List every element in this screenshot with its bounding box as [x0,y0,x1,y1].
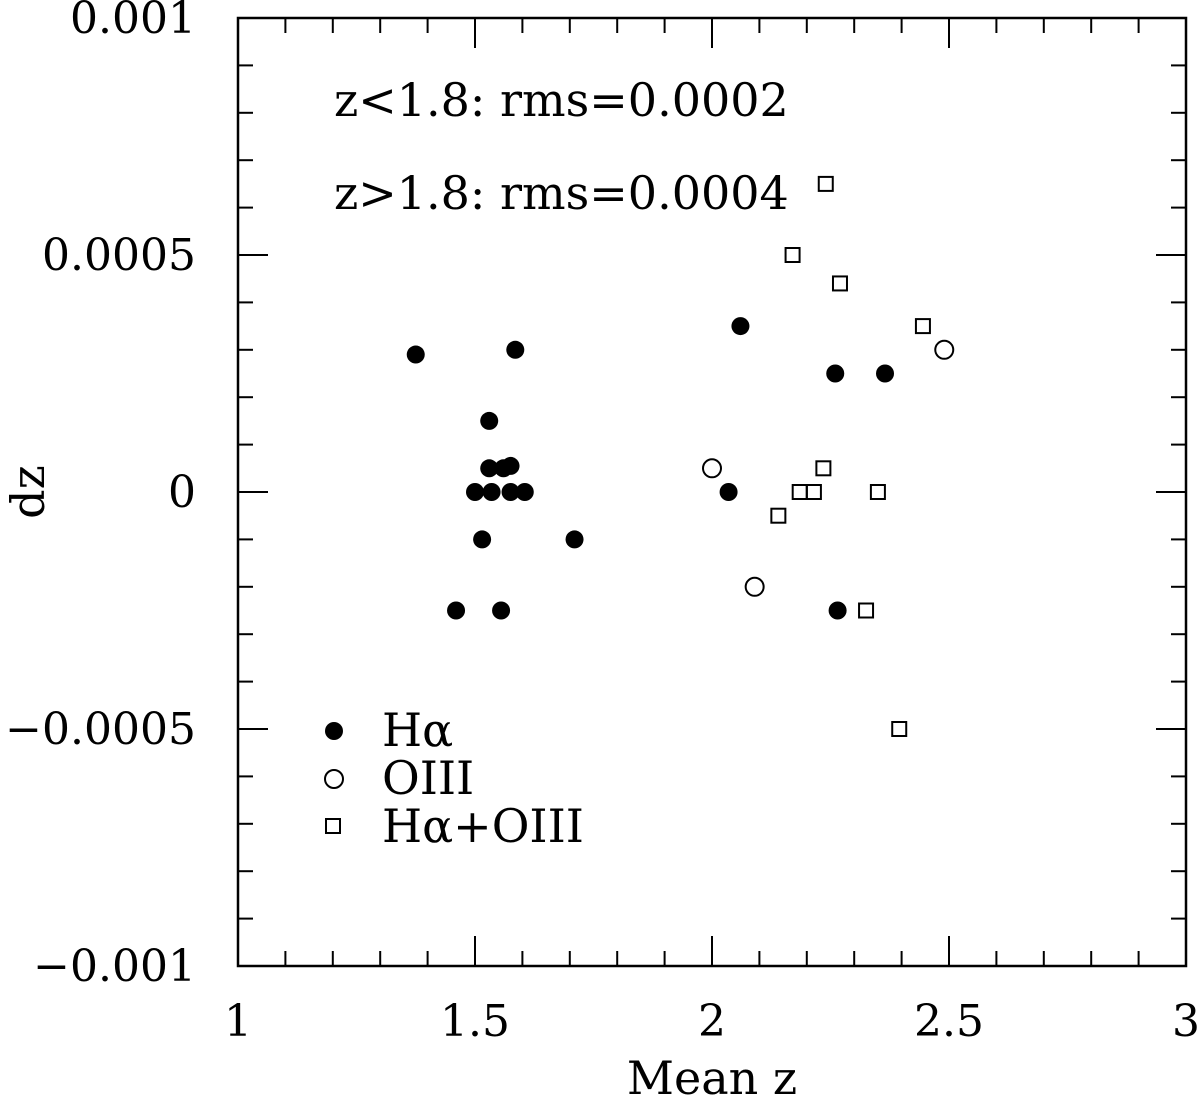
point-halpha [876,364,895,383]
point-halpha-oiii [858,602,875,619]
point-oiii [744,576,765,597]
legend-marker-halpha-oiii [325,818,341,834]
annotation-rms-low-z: z<1.8: rms=0.0002 [334,73,789,127]
point-halpha-oiii [815,460,832,477]
point-halpha-oiii [891,721,908,737]
point-halpha-oiii [831,275,848,292]
legend-marker-oiii [324,769,344,789]
point-halpha-oiii [817,175,834,192]
x-axis-title: Mean z [627,1051,797,1105]
legend: Hα OIII Hα+OIII [324,703,584,853]
y-tick-label: −0.001 [33,941,196,992]
point-oiii [934,339,955,360]
point-halpha [515,483,534,501]
legend-label-oiii: OIII [382,751,474,805]
legend-label-halpha-oiii: Hα+OIII [382,799,584,853]
point-halpha [480,459,499,478]
x-tick-label: 2 [698,996,726,1047]
y-axis-title: dz [1,465,55,519]
point-halpha [731,317,750,336]
point-halpha [466,483,484,501]
point-halpha [501,456,520,475]
point-halpha [565,530,584,549]
point-halpha-oiii [784,247,801,263]
point-halpha [492,601,511,620]
axis-ticks [237,17,1187,967]
x-tick-label: 2.5 [914,996,984,1047]
y-tick-label: 0.001 [70,0,196,44]
point-halpha [406,345,425,364]
legend-marker-halpha [325,722,343,740]
point-halpha-oiii [770,507,787,524]
point-halpha [501,483,520,501]
point-halpha [826,364,845,383]
point-halpha [480,411,499,430]
x-tick-label: 1 [224,996,252,1047]
x-tick-label: 1.5 [440,996,510,1047]
y-tick-label: −0.0005 [5,704,196,755]
annotation-rms-high-z: z>1.8: rms=0.0004 [334,166,789,220]
point-halpha [828,601,847,620]
point-halpha-oiii [805,484,822,500]
point-halpha [482,483,501,501]
point-oiii [702,458,722,479]
point-halpha [447,601,466,620]
plot-frame [236,16,1188,968]
point-halpha-oiii [869,484,886,500]
point-halpha [719,483,738,501]
x-tick-label: 3 [1172,996,1200,1047]
y-tick-label: 0.0005 [42,230,196,281]
point-halpha [506,340,525,359]
legend-label-halpha: Hα [382,703,453,757]
point-halpha-oiii [791,484,808,500]
data-points [406,175,955,737]
y-tick-label: 0 [168,467,196,518]
point-halpha [473,530,492,549]
tick-labels: 1 1.5 2 2.5 3 −0.001 −0.0005 0 0.0005 0.001 [5,0,1200,1047]
point-halpha-oiii [914,318,931,335]
